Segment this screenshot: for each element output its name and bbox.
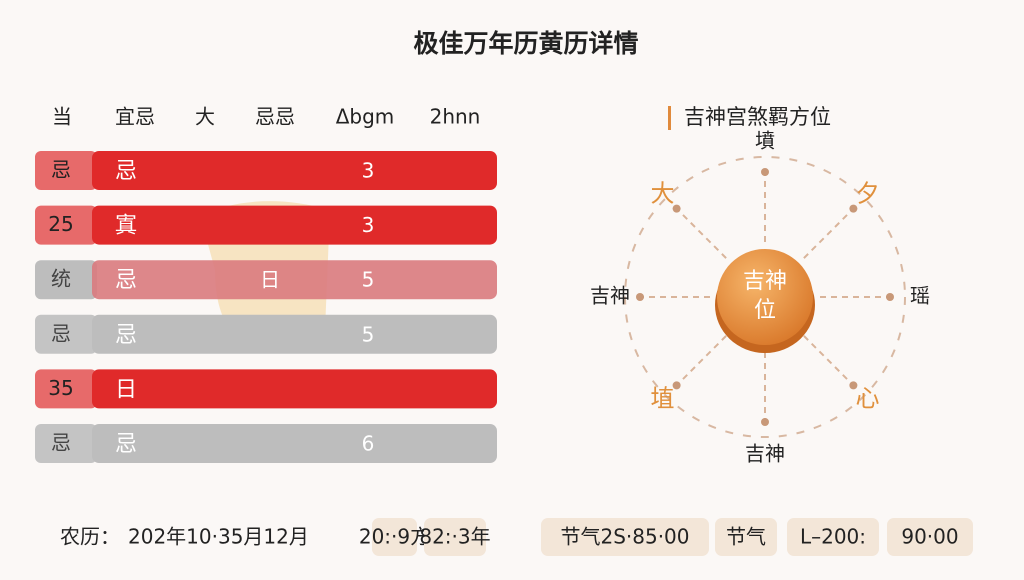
spoke — [803, 207, 855, 259]
column-header: Δbgm — [336, 105, 395, 129]
row-value: 5 — [362, 268, 375, 292]
spoke-dot — [849, 381, 858, 390]
row-tag-bg — [35, 369, 97, 409]
spoke-dot — [849, 204, 858, 213]
row-bar — [92, 260, 497, 300]
spoke-dot — [672, 381, 681, 390]
row-value: 3 — [362, 213, 375, 237]
row-char: 忌 — [115, 159, 137, 184]
direction-label: 夕 — [856, 179, 880, 207]
footer-pill-text: 节气 — [726, 525, 766, 549]
row-tag: 25 — [48, 212, 73, 236]
spoke — [803, 335, 855, 387]
direction-label: 埴 — [650, 385, 674, 413]
spoke-dot — [886, 293, 894, 301]
compass-title: 吉神宫煞羁方位 — [684, 105, 831, 129]
row-tag: 忌 — [51, 158, 71, 182]
spoke-dot — [672, 204, 681, 213]
column-header: 忌忌 — [255, 105, 295, 129]
footer-pill — [424, 518, 486, 556]
footer-pill-text: 90·00 — [901, 525, 958, 549]
compass-ring — [624, 156, 906, 438]
row-char: 日 — [115, 377, 137, 402]
row-char: 忌 — [115, 323, 137, 348]
footer-date: 202年10·35月12月 — [128, 525, 309, 549]
row-tag-bg — [35, 205, 97, 245]
footer-pill-text: 20:·9方 — [359, 525, 430, 549]
row-char: 寘 — [115, 214, 137, 239]
direction-label: 墳 — [755, 129, 775, 153]
row-bar — [92, 151, 497, 190]
column-header: 宜忌 — [115, 105, 155, 129]
center-disk — [717, 249, 813, 345]
row-tag-bg — [35, 151, 97, 190]
row-tag-bg — [35, 424, 97, 463]
row-char: 忌 — [115, 268, 137, 293]
column-header: 大 — [195, 105, 215, 129]
center-label: 吉神 — [743, 269, 787, 294]
title-accent — [668, 106, 671, 130]
spoke — [675, 207, 727, 259]
row-tag: 35 — [48, 376, 73, 400]
direction-label: 大 — [650, 179, 674, 207]
row-char: 忌 — [115, 432, 137, 457]
row-tag-bg — [35, 260, 97, 300]
footer-pill — [372, 518, 417, 556]
row-tag: 忌 — [51, 321, 71, 345]
column-header: 当 — [52, 105, 72, 129]
row-value: 5 — [362, 322, 375, 346]
footer-pill-text: 节气2S·85·00 — [560, 525, 689, 549]
row-tag: 统 — [51, 267, 71, 291]
spoke-dot — [761, 168, 769, 176]
row-bar — [92, 369, 497, 409]
center-label: 位 — [754, 298, 776, 323]
row-bar — [92, 314, 497, 354]
footer-pill-text: 82:·3年 — [419, 525, 490, 549]
row-tag-bg — [35, 314, 97, 354]
footer-pill — [715, 518, 777, 556]
column-header: 2hnn — [430, 105, 481, 129]
footer-pill — [887, 518, 973, 556]
footer-pill — [787, 518, 879, 556]
direction-label: 吉神 — [745, 442, 785, 466]
row-bar — [92, 424, 497, 463]
footer-pill — [541, 518, 709, 556]
title: 极佳万年历黄历详情 — [413, 29, 638, 58]
direction-label: 心 — [856, 385, 880, 413]
row-mid: 日 — [260, 268, 280, 292]
row-value: 6 — [362, 432, 375, 456]
spoke-dot — [761, 418, 769, 426]
direction-label: 瑶 — [910, 284, 930, 308]
spoke — [675, 335, 727, 387]
spokes — [636, 168, 894, 426]
footer-label: 农历： — [60, 525, 120, 549]
row-bar — [92, 205, 497, 245]
row-value: 3 — [362, 159, 375, 183]
row-tag: 忌 — [51, 431, 71, 455]
spoke-dot — [636, 293, 644, 301]
direction-label: 吉神 — [590, 284, 630, 308]
footer-pill-text: L–200: — [800, 525, 866, 549]
